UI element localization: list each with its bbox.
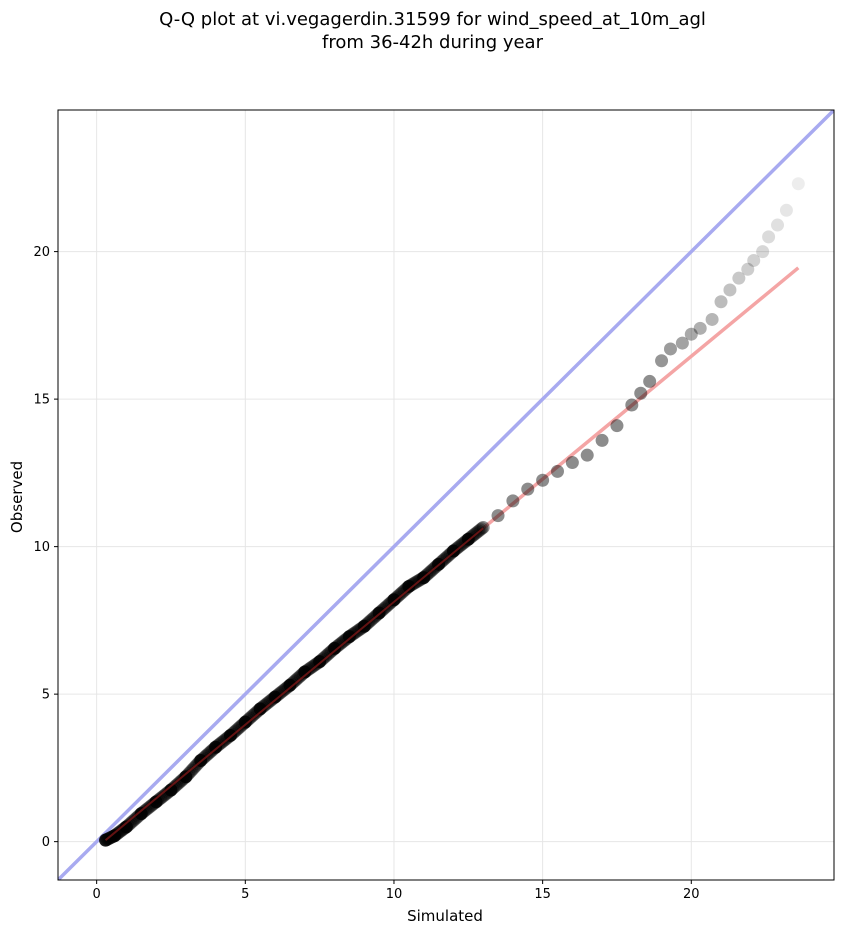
quantile-point (756, 245, 770, 259)
quantile-point (610, 419, 624, 433)
grid (58, 110, 834, 880)
quantile-point (550, 464, 564, 478)
quantile-point (779, 203, 793, 217)
quantile-point (565, 456, 579, 470)
quantile-point (693, 321, 707, 335)
quantile-point (387, 593, 401, 607)
quantile-point (762, 230, 776, 244)
quantile-point (268, 690, 282, 704)
quantile-point (580, 448, 594, 462)
quantile-point (119, 820, 133, 834)
quantile-point (134, 807, 148, 821)
quantile-point (149, 795, 163, 809)
chart-title-line-2: from 36-42h during year (322, 32, 543, 53)
quantile-point (705, 312, 719, 326)
axis-ticks: 0 5 10 15 20 0 5 10 15 20 (33, 245, 699, 902)
quantile-point (747, 253, 761, 267)
quantile-point (714, 295, 728, 309)
quantile-point (238, 715, 252, 729)
quantile-point (723, 283, 737, 297)
quantile-point (634, 386, 648, 400)
quantile-point (741, 262, 755, 276)
y-axis-label: Observed (8, 461, 26, 533)
quantile-point (328, 641, 342, 655)
quantile-point (107, 829, 121, 843)
x-tick-label: 10 (386, 887, 403, 902)
x-tick-label: 0 (93, 887, 101, 902)
quantile-point (732, 271, 746, 285)
x-tick-label: 20 (683, 887, 700, 902)
quantile-point (209, 740, 223, 754)
quantile-point (791, 177, 805, 191)
quantile-point (253, 702, 267, 716)
reference-line (58, 110, 834, 880)
quantile-point (643, 374, 657, 388)
x-tick-label: 15 (534, 887, 551, 902)
quantile-point (675, 336, 689, 350)
x-axis-label: Simulated (407, 907, 483, 925)
plot-area (58, 110, 834, 880)
y-tick-label: 10 (33, 540, 50, 555)
quantile-point (536, 473, 550, 487)
y-tick-label: 0 (42, 835, 50, 850)
y-tick-label: 15 (33, 393, 50, 408)
quantile-point (506, 494, 520, 508)
quantile-point (771, 218, 785, 232)
quantile-point (402, 579, 416, 593)
quantile-point (625, 398, 639, 412)
quantile-point (298, 665, 312, 679)
quantile-point (164, 783, 178, 797)
quantile-point (663, 342, 677, 356)
x-tick-label: 5 (241, 887, 249, 902)
plot-frame (57, 109, 835, 881)
quantile-point (595, 433, 609, 447)
quantile-point (283, 678, 297, 692)
quantile-point (521, 482, 535, 496)
quantile-point (342, 630, 356, 644)
quantile-point (655, 354, 669, 368)
fit-line-overlay (104, 527, 484, 841)
y-tick-label: 20 (33, 245, 50, 260)
chart-title: Q-Q plot at vi.vegagerdin.31599 for wind… (0, 8, 843, 54)
quantile-point (179, 770, 193, 784)
chart-title-line-1: Q-Q plot at vi.vegagerdin.31599 for wind… (159, 9, 706, 30)
quantile-point (684, 327, 698, 341)
y-tick-label: 5 (42, 688, 50, 703)
quantile-point (491, 509, 505, 523)
